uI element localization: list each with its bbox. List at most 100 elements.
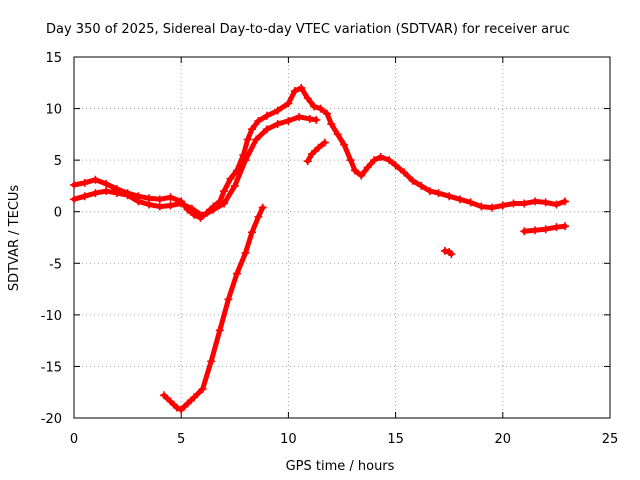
data-point (209, 205, 218, 214)
data-point (391, 161, 400, 170)
data-point (560, 197, 569, 206)
y-tick-label: -20 (41, 412, 62, 427)
x-tick-label: 25 (602, 432, 619, 447)
data-point (310, 102, 319, 111)
data-point (166, 397, 175, 406)
data-point (198, 211, 207, 220)
data-point (177, 199, 186, 208)
data-point (520, 227, 529, 236)
axis-ticks: 0 5 10 15 20 25 -20 -15 -10 -5 0 5 10 15 (41, 51, 619, 447)
data-point (316, 104, 325, 113)
data-point (408, 176, 417, 185)
data-point (520, 199, 529, 208)
data-point (346, 156, 355, 165)
x-tick-label: 20 (495, 432, 512, 447)
data-point (297, 83, 306, 92)
data-point (207, 357, 216, 366)
data-point (370, 156, 379, 165)
data-point (190, 393, 199, 402)
data-point (320, 138, 329, 147)
data-point (220, 187, 229, 196)
x-tick-label: 0 (70, 432, 78, 447)
y-tick-label: -10 (41, 309, 62, 324)
data-point (541, 225, 550, 234)
data-point (254, 116, 263, 125)
data-point (252, 135, 261, 144)
data-point (303, 94, 312, 103)
data-point (340, 140, 349, 149)
data-point (425, 187, 434, 196)
data-point (91, 175, 100, 184)
data-point (400, 168, 409, 177)
y-tick-label: -15 (41, 360, 62, 375)
data-point (303, 157, 312, 166)
x-tick-label: 15 (387, 432, 404, 447)
y-tick-label: 10 (45, 103, 62, 118)
data-point (376, 153, 385, 162)
data-point (243, 135, 252, 144)
data-point (80, 192, 89, 201)
data-series (70, 83, 569, 414)
data-point (434, 189, 443, 198)
data-point (123, 191, 132, 200)
data-point (273, 120, 282, 129)
data-point (307, 149, 316, 158)
series-short-segment-a (303, 138, 329, 166)
data-point (254, 212, 263, 221)
data-point (385, 156, 394, 165)
data-point (305, 114, 314, 123)
data-point (284, 99, 293, 108)
data-point (145, 200, 154, 209)
series-short-segment-c (520, 222, 569, 236)
y-tick-label: 5 (54, 154, 62, 169)
data-point (447, 250, 456, 259)
data-point (290, 87, 299, 96)
series-upper-band (70, 83, 569, 222)
data-point (273, 106, 282, 115)
x-tick-label: 10 (280, 432, 297, 447)
data-point (70, 195, 78, 204)
x-tick-label: 5 (177, 432, 185, 447)
data-point (477, 202, 486, 211)
data-point (226, 174, 235, 183)
data-point (80, 178, 89, 187)
data-point (530, 226, 539, 235)
data-point (241, 156, 250, 165)
data-point (155, 202, 164, 211)
data-point (530, 197, 539, 206)
data-point (70, 180, 78, 189)
data-point (455, 195, 464, 204)
y-tick-label: 15 (45, 51, 62, 66)
data-point (357, 171, 366, 180)
data-point (198, 385, 207, 394)
data-point (350, 166, 359, 175)
data-point (295, 112, 304, 121)
y-tick-label: 0 (54, 206, 62, 221)
data-point (102, 187, 111, 196)
plot-frame (73, 56, 611, 419)
data-point (220, 199, 229, 208)
y-axis-label: SDTVAR / TECUs (7, 185, 22, 292)
grid (74, 57, 610, 418)
data-point (91, 189, 100, 198)
series-lower-band (70, 112, 321, 220)
data-point (102, 179, 111, 188)
data-point (232, 269, 241, 278)
series-line (305, 140, 328, 164)
data-point (363, 163, 372, 172)
data-point (488, 203, 497, 212)
data-point (224, 295, 233, 304)
data-point (466, 198, 475, 207)
data-point (166, 201, 175, 210)
data-point (230, 181, 239, 190)
series-short-segment-b (440, 246, 456, 259)
data-point (322, 109, 331, 118)
data-point (258, 203, 267, 212)
chart-title: Day 350 of 2025, Sidereal Day-to-day VTE… (46, 22, 570, 37)
data-point (314, 143, 323, 152)
data-point (327, 120, 336, 129)
data-point (552, 200, 561, 209)
data-point (183, 399, 192, 408)
data-point (177, 405, 186, 414)
data-point (134, 197, 143, 206)
